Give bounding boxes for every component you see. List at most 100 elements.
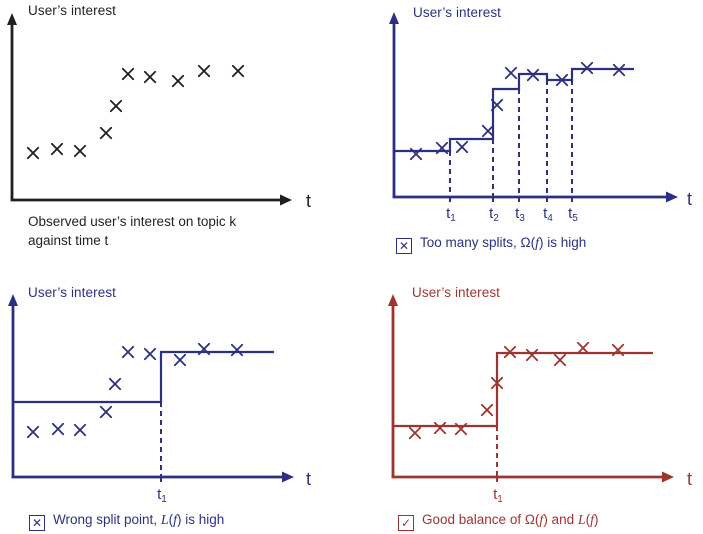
tick-label: t4: [543, 205, 553, 224]
y-axis-title: User’s interest: [412, 285, 501, 300]
x-marker-stroke: [490, 98, 504, 112]
data-point-x-marker: [553, 353, 567, 367]
x-marker-stroke: [504, 66, 518, 80]
step-function-line: [393, 351, 653, 428]
data-point-x-marker: [433, 421, 447, 435]
caption-math-term: L: [577, 513, 586, 528]
x-marker-stroke: [481, 124, 495, 138]
step-function-line: [394, 67, 634, 153]
data-point-x-marker: [50, 142, 64, 156]
x-marker-stroke: [50, 142, 64, 156]
data-point-x-marker: [525, 348, 539, 362]
data-point-x-marker: [526, 68, 540, 82]
x-axis-arrow: [282, 471, 294, 483]
data-point-x-marker: [99, 126, 113, 140]
data-point-x-marker: [171, 74, 185, 88]
caption-line: Observed user’s interest on topic k: [28, 212, 236, 231]
x-marker-stroke: [73, 423, 87, 437]
caption-math-term: f: [590, 513, 595, 528]
caption-line: ✕ Too many splits, Ω(f) is high: [396, 233, 586, 254]
x-marker-stroke: [455, 140, 469, 154]
data-point-x-marker: [612, 63, 626, 77]
x-marker-stroke: [143, 347, 157, 361]
x-marker-stroke: [433, 421, 447, 435]
y-axis-arrow: [389, 12, 399, 24]
x-box-icon: ✕: [29, 515, 45, 531]
caption-text: ) is high: [177, 512, 225, 527]
y-axis-title: User’s interest: [28, 285, 117, 300]
x-marker-stroke: [121, 345, 135, 359]
x-axis-label: t: [687, 189, 692, 209]
caption-math-term: f: [173, 513, 177, 528]
good-balance-plot: t t1: [388, 294, 692, 505]
caption-text: Good balance of: [422, 512, 525, 527]
caption-math-term: f: [539, 513, 544, 528]
x-marker-stroke: [576, 341, 590, 355]
x-marker-stroke: [26, 146, 40, 160]
data-point-x-marker: [121, 67, 135, 81]
data-point-x-marker: [26, 146, 40, 160]
panel-wrong-split: t t1 User’s interest ✕ Wrong split point, …: [0, 267, 352, 534]
x-marker-stroke: [51, 422, 65, 436]
data-point-x-marker: [576, 341, 590, 355]
y-axis-arrow: [7, 13, 17, 25]
x-marker-stroke: [73, 144, 87, 158]
x-marker-stroke: [580, 61, 594, 75]
panel-good-balance: t t1 User’s interest ✓ Good balance of Ω(f…: [351, 267, 703, 534]
x-marker-stroke: [490, 376, 504, 390]
caption-text: against time t: [28, 233, 109, 248]
panel-caption: ✓ Good balance of Ω(f) and L(f): [398, 510, 599, 531]
x-box-icon: ✕: [396, 238, 412, 254]
data-point-x-marker: [231, 64, 245, 78]
caption-text: ) is high: [539, 235, 587, 250]
data-point-x-marker: [73, 144, 87, 158]
x-marker-stroke: [121, 67, 135, 81]
x-marker-stroke: [612, 63, 626, 77]
x-marker-stroke: [143, 70, 157, 84]
data-point-x-marker: [490, 98, 504, 112]
caption-line: ✕ Wrong split point, L(f) is high: [29, 510, 224, 531]
caption-text: Ω(: [524, 512, 540, 527]
data-point-x-marker: [481, 124, 495, 138]
panel-observed: t User’s interest Observed user’s intere…: [0, 0, 352, 267]
data-point-x-marker: [408, 426, 422, 440]
step-function-line: [13, 350, 274, 404]
y-axis-arrow: [8, 294, 18, 306]
x-marker-stroke: [503, 345, 517, 359]
caption-text: (: [168, 512, 174, 527]
x-axis-arrow: [280, 194, 292, 206]
tick-label: t2: [489, 205, 499, 224]
caption-math-term: f: [535, 236, 540, 251]
data-point-x-marker: [555, 73, 569, 87]
data-point-x-marker: [490, 376, 504, 390]
tick-label: t5: [568, 205, 578, 224]
x-axis-arrow: [662, 471, 674, 483]
data-point-x-marker: [230, 343, 244, 357]
caption-text: Too many splits,: [420, 235, 521, 250]
tick-label: t1: [493, 486, 503, 505]
tick-label: t3: [515, 205, 525, 224]
data-point-x-marker: [99, 405, 113, 419]
x-marker-stroke: [171, 74, 185, 88]
data-point-x-marker: [197, 342, 211, 356]
data-point-x-marker: [409, 147, 423, 161]
x-marker-stroke: [197, 342, 211, 356]
data-point-x-marker: [108, 377, 122, 391]
tick-label: t1: [157, 486, 167, 505]
tick-label: t1: [446, 205, 456, 224]
data-point-x-marker: [26, 425, 40, 439]
data-point-x-marker: [197, 64, 211, 78]
x-marker-stroke: [435, 141, 449, 155]
caption-line: ✓ Good balance of Ω(f) and L(f): [398, 510, 599, 531]
panel-too-many-splits: t t1 t2 t3 t4 t5 User’s interest ✕ Too many sp…: [351, 0, 703, 267]
data-point-x-marker: [143, 70, 157, 84]
x-marker-stroke: [197, 64, 211, 78]
x-axis-label: t: [306, 191, 311, 211]
x-axis-label: t: [306, 469, 311, 489]
x-marker-stroke: [173, 353, 187, 367]
data-point-x-marker: [121, 345, 135, 359]
panel-caption: ✕ Too many splits, Ω(f) is high: [396, 233, 586, 254]
y-axis-title: User’s interest: [413, 5, 502, 20]
x-marker-stroke: [108, 377, 122, 391]
